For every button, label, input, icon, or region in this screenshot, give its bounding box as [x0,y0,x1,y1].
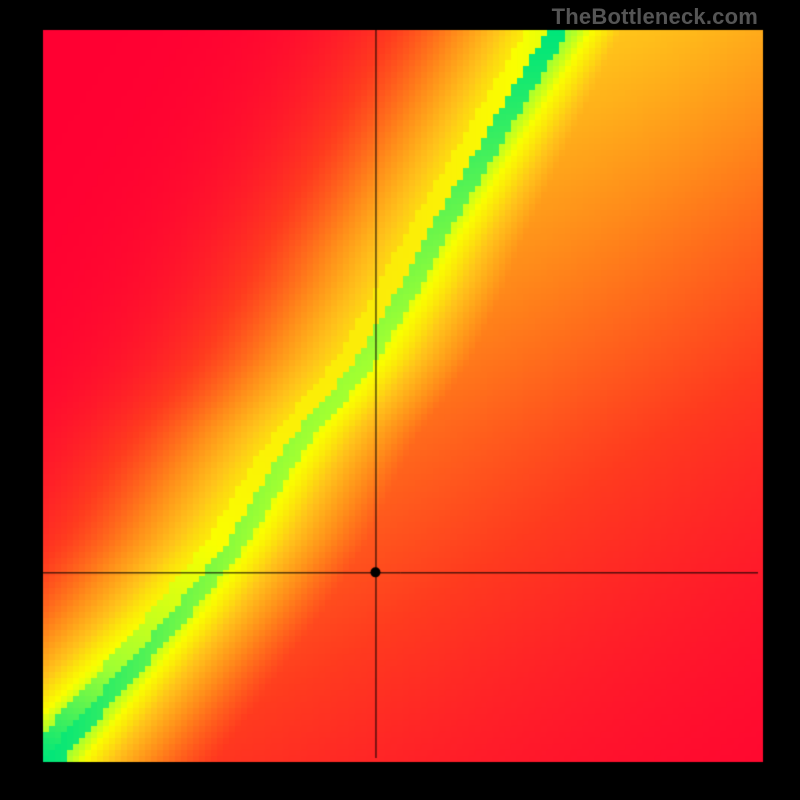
chart-container: TheBottleneck.com [0,0,800,800]
heatmap-canvas [0,0,800,800]
watermark-text: TheBottleneck.com [552,4,758,30]
